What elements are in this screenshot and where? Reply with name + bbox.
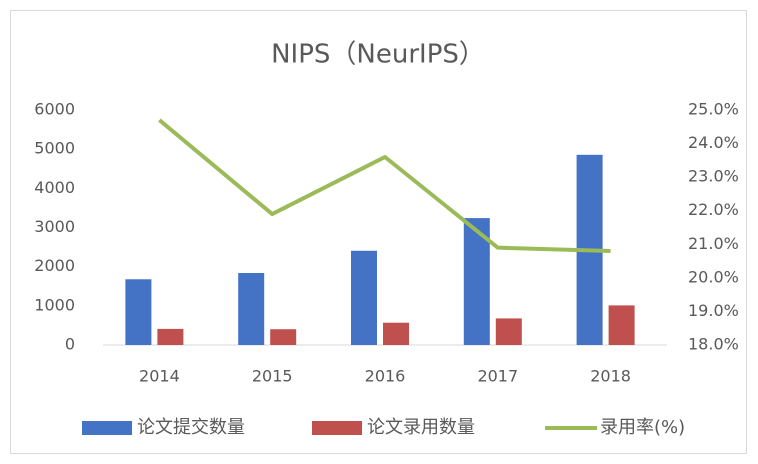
x-tick-label: 2017 (477, 367, 518, 386)
bar (238, 273, 265, 345)
line (158, 118, 611, 253)
y-tick-label: 2000 (34, 256, 75, 275)
y-tick-label: 0 (65, 335, 75, 354)
bar (608, 305, 635, 345)
x-tick-label: 2016 (365, 367, 406, 386)
bar (157, 328, 184, 345)
bar (495, 318, 522, 345)
y2-tick-label: 25.0% (688, 100, 739, 119)
legend-swatch (82, 421, 132, 435)
bar (125, 279, 152, 345)
x-tick-label: 2014 (139, 367, 180, 386)
legend-label: 录用率(%) (600, 417, 685, 438)
y2-tick-label: 20.0% (688, 267, 739, 286)
y-tick-label: 6000 (34, 100, 75, 119)
x-tick-label: 2015 (252, 367, 293, 386)
y-tick-label: 1000 (34, 295, 75, 314)
y-tick-label: 4000 (34, 178, 75, 197)
bar (270, 329, 297, 345)
y2-tick-label: 18.0% (688, 335, 739, 354)
y2-tick-label: 21.0% (688, 234, 739, 253)
chart-border (10, 10, 747, 454)
legend-label: 论文提交数量 (137, 417, 245, 438)
y2-tick-label: 24.0% (688, 133, 739, 152)
x-tick-label: 2018 (590, 367, 631, 386)
bar (383, 322, 409, 345)
legend-swatch (312, 421, 362, 435)
y2-tick-label: 19.0% (688, 301, 739, 320)
legend-label: 论文录用数量 (367, 417, 475, 438)
bar (351, 250, 377, 345)
y-tick-label: 5000 (34, 139, 75, 158)
y-tick-label: 3000 (34, 217, 75, 236)
y2-tick-label: 22.0% (688, 200, 739, 219)
y2-tick-label: 23.0% (688, 167, 739, 186)
chart-title: NIPS（NeurIPS） (271, 40, 485, 70)
